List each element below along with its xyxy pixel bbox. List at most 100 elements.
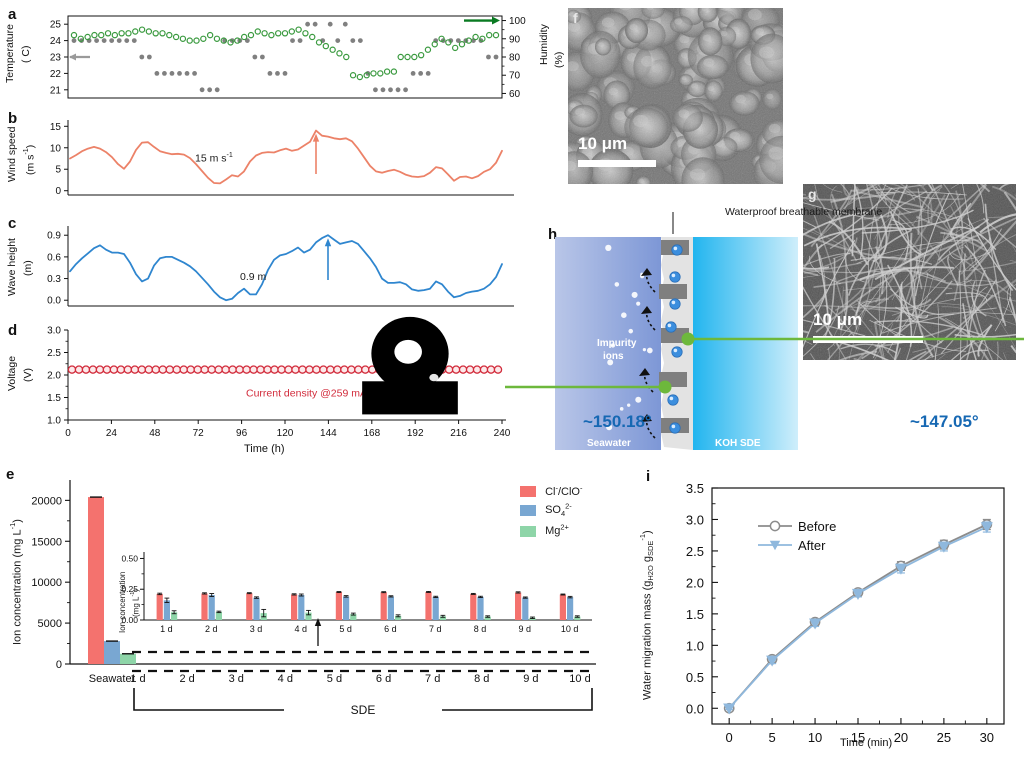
svg-text:2.0: 2.0 bbox=[686, 575, 704, 590]
panel-h-contact-angle-right: ~147.05° bbox=[910, 412, 979, 431]
panel-g-letter: g bbox=[808, 186, 817, 202]
svg-text:Before: Before bbox=[798, 519, 836, 534]
svg-text:25: 25 bbox=[50, 20, 62, 31]
panel-h-letter: h bbox=[548, 226, 558, 243]
svg-text:0.9: 0.9 bbox=[47, 231, 61, 242]
svg-text:21: 21 bbox=[50, 85, 62, 96]
panel-a-letter: a bbox=[8, 6, 17, 23]
svg-text:SDE: SDE bbox=[351, 703, 376, 717]
svg-text:48: 48 bbox=[149, 428, 161, 439]
svg-text:24: 24 bbox=[106, 428, 118, 439]
svg-text:5 d: 5 d bbox=[327, 673, 342, 685]
svg-text:9 d: 9 d bbox=[519, 624, 532, 634]
panel-e-inset-ylabel-unit: (mg L-1) bbox=[130, 589, 141, 617]
panel-a-ylabel-left: Temperature bbox=[4, 24, 16, 84]
panel-d-xlabel: Time (h) bbox=[244, 443, 285, 455]
panel-i-ylabel: Water migration mass (gH2O gSDE-1) bbox=[638, 530, 655, 700]
svg-text:30: 30 bbox=[980, 730, 994, 745]
svg-text:2.0: 2.0 bbox=[47, 371, 61, 382]
panel-f-scalebar bbox=[578, 160, 656, 167]
svg-text:0.0: 0.0 bbox=[686, 701, 704, 716]
panel-c-annotation: 0.9 m bbox=[240, 271, 267, 283]
svg-text:0.50: 0.50 bbox=[121, 553, 138, 563]
svg-text:0.6: 0.6 bbox=[47, 252, 61, 263]
svg-text:120: 120 bbox=[277, 428, 294, 439]
svg-text:90: 90 bbox=[509, 34, 521, 45]
svg-text:1 d: 1 d bbox=[130, 673, 145, 685]
panel-h-schematic: Impurity ions Seawater KOH SDE bbox=[362, 212, 1024, 450]
svg-text:3 d: 3 d bbox=[250, 624, 263, 634]
svg-text:10: 10 bbox=[50, 143, 62, 154]
svg-text:15: 15 bbox=[851, 730, 865, 745]
svg-text:10: 10 bbox=[808, 730, 822, 745]
panel-f-sem-image: f 10 μm bbox=[568, 8, 783, 184]
svg-text:6 d: 6 d bbox=[384, 624, 397, 634]
svg-text:25: 25 bbox=[937, 730, 951, 745]
svg-text:20: 20 bbox=[894, 730, 908, 745]
panel-c-ylabel: Wave height bbox=[6, 238, 18, 296]
legend-item-mg: Mg2+ bbox=[520, 523, 582, 537]
panel-d-annotation-prefix: Current density @ bbox=[246, 387, 331, 400]
svg-text:8 d: 8 d bbox=[474, 673, 489, 685]
svg-text:3 d: 3 d bbox=[229, 673, 244, 685]
panel-e-ylabel: Ion concentration (mg L-1) bbox=[8, 519, 24, 645]
svg-text:0: 0 bbox=[726, 730, 733, 745]
panel-e-inset-ylabel: Ion concentration bbox=[118, 566, 127, 638]
svg-text:0.0: 0.0 bbox=[47, 296, 61, 307]
svg-text:22: 22 bbox=[50, 69, 62, 80]
svg-text:0: 0 bbox=[65, 428, 71, 439]
svg-text:100: 100 bbox=[509, 16, 526, 27]
svg-text:1.5: 1.5 bbox=[47, 393, 61, 404]
svg-text:240: 240 bbox=[494, 428, 511, 439]
svg-text:144: 144 bbox=[320, 428, 337, 439]
svg-text:23: 23 bbox=[50, 53, 62, 64]
svg-text:1.5: 1.5 bbox=[686, 607, 704, 622]
svg-text:20000: 20000 bbox=[31, 495, 62, 507]
panel-a-plot: 25 24 23 22 21 100 90 80 70 60 bbox=[30, 6, 540, 106]
svg-text:5: 5 bbox=[55, 165, 61, 176]
svg-text:1.0: 1.0 bbox=[47, 416, 61, 427]
legend-swatch-cl bbox=[520, 486, 536, 498]
svg-text:3.0: 3.0 bbox=[47, 326, 61, 337]
svg-text:Impurity: Impurity bbox=[597, 338, 637, 349]
svg-text:72: 72 bbox=[193, 428, 205, 439]
panel-i-plot: 3.5 3.0 2.5 2.0 1.5 1.0 0.5 0.0 0 5 10 15 20 25 30 Befo… bbox=[660, 474, 1024, 754]
svg-text:2 d: 2 d bbox=[205, 624, 218, 634]
svg-text:10 d: 10 d bbox=[561, 624, 579, 634]
svg-text:7 d: 7 d bbox=[425, 673, 440, 685]
svg-text:15: 15 bbox=[50, 122, 62, 133]
svg-text:3.0: 3.0 bbox=[686, 512, 704, 527]
svg-text:0: 0 bbox=[56, 659, 62, 671]
panel-c-plot: 0.9 0.6 0.3 0.0 bbox=[30, 218, 540, 318]
panel-g-sem-image: g 10 μm bbox=[803, 184, 1016, 360]
panel-e-inset-ylabel-text: Ion concentration bbox=[118, 571, 127, 633]
panel-b-annotation: 15 m s-1 bbox=[195, 151, 233, 165]
panel-d-letter: d bbox=[8, 322, 18, 339]
svg-text:192: 192 bbox=[407, 428, 424, 439]
svg-text:5: 5 bbox=[769, 730, 776, 745]
svg-text:ions: ions bbox=[603, 351, 624, 362]
svg-text:168: 168 bbox=[363, 428, 380, 439]
legend-swatch-mg bbox=[520, 525, 536, 537]
svg-text:2.5: 2.5 bbox=[686, 544, 704, 559]
legend-swatch-so4 bbox=[520, 504, 536, 516]
panel-b-ylabel: Wind speed bbox=[6, 126, 18, 182]
svg-text:15000: 15000 bbox=[31, 536, 62, 548]
svg-text:5 d: 5 d bbox=[339, 624, 352, 634]
svg-text:After: After bbox=[798, 538, 826, 553]
svg-text:10 d: 10 d bbox=[569, 673, 590, 685]
svg-text:0.3: 0.3 bbox=[47, 274, 61, 285]
svg-text:24: 24 bbox=[50, 36, 62, 47]
panel-d-ylabel: Voltage bbox=[6, 355, 18, 391]
svg-text:1 d: 1 d bbox=[160, 624, 173, 634]
panel-i-xlabel: Time (min) bbox=[840, 737, 893, 749]
panel-g-scalebar-label: 10 μm bbox=[813, 310, 863, 329]
panel-a-ylabel-right-unit: (%) bbox=[553, 51, 565, 69]
svg-text:0.25: 0.25 bbox=[121, 584, 138, 594]
panel-f-scalebar-label: 10 μm bbox=[578, 134, 628, 153]
legend-item-cl: Cl-/ClO- bbox=[520, 483, 582, 498]
svg-text:5000: 5000 bbox=[38, 618, 62, 630]
svg-text:8 d: 8 d bbox=[474, 624, 487, 634]
panel-h-contact-angle-left: ~150.18° bbox=[583, 412, 652, 431]
panel-c-letter: c bbox=[8, 215, 17, 232]
